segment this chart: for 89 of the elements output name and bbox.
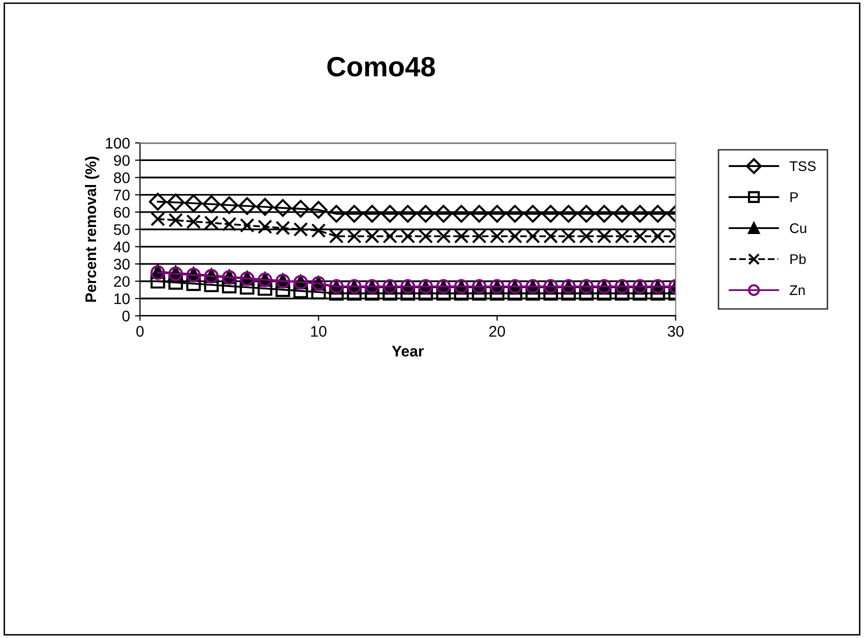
point bbox=[238, 197, 256, 215]
chart-title: Como48 bbox=[327, 56, 435, 77]
point bbox=[470, 204, 488, 223]
point bbox=[220, 196, 238, 214]
point bbox=[293, 284, 308, 298]
y-tick-label: 60 bbox=[114, 206, 130, 218]
point bbox=[204, 278, 219, 292]
point bbox=[416, 204, 435, 223]
point bbox=[204, 215, 219, 230]
point bbox=[595, 204, 614, 223]
y-tick-label: 70 bbox=[114, 190, 130, 200]
y-axis-title: Percent removal (%) bbox=[84, 156, 100, 302]
point bbox=[150, 274, 166, 289]
point bbox=[542, 204, 560, 223]
point bbox=[508, 228, 522, 244]
y-tick-label: 100 bbox=[106, 138, 130, 149]
point bbox=[240, 218, 254, 233]
point bbox=[454, 228, 469, 244]
point bbox=[579, 228, 594, 244]
point bbox=[472, 228, 487, 244]
legend-label: Pb bbox=[790, 254, 806, 264]
point bbox=[613, 204, 631, 223]
point bbox=[311, 223, 326, 238]
y-tick-label: 50 bbox=[114, 224, 130, 236]
point bbox=[256, 198, 274, 216]
point bbox=[398, 204, 417, 223]
y-tick-label: 20 bbox=[114, 276, 130, 287]
x-tick-label: 30 bbox=[668, 326, 684, 337]
point bbox=[346, 228, 362, 244]
y-tick-label: 90 bbox=[114, 155, 130, 166]
point bbox=[276, 220, 290, 236]
legend-label: Zn bbox=[790, 285, 805, 295]
point bbox=[524, 204, 542, 223]
point bbox=[382, 228, 398, 244]
y-tick-label: 10 bbox=[114, 293, 130, 304]
point bbox=[614, 228, 630, 244]
point bbox=[327, 204, 346, 223]
point bbox=[526, 228, 540, 244]
point bbox=[577, 204, 596, 223]
point bbox=[434, 204, 452, 223]
y-tick-label: 0 bbox=[122, 310, 130, 322]
point bbox=[452, 204, 470, 223]
y-tick-label: 30 bbox=[114, 258, 130, 270]
x-axis-title: Year bbox=[392, 346, 424, 357]
point bbox=[596, 228, 612, 244]
point bbox=[506, 204, 524, 223]
point bbox=[632, 228, 648, 244]
y-tick-label: 40 bbox=[114, 242, 130, 252]
legend-label: Cu bbox=[790, 223, 806, 234]
point bbox=[329, 286, 344, 301]
point bbox=[184, 194, 202, 212]
point bbox=[400, 228, 416, 244]
legend-label: P bbox=[790, 192, 798, 202]
point bbox=[258, 219, 272, 234]
x-tick-label: 20 bbox=[489, 326, 505, 337]
point bbox=[148, 192, 167, 211]
point bbox=[150, 212, 166, 226]
x-tick-label: 0 bbox=[136, 326, 144, 337]
legend-label: TSS bbox=[790, 161, 816, 172]
point bbox=[293, 222, 308, 237]
point bbox=[650, 228, 666, 244]
point bbox=[276, 282, 290, 297]
point bbox=[240, 280, 254, 295]
point bbox=[561, 228, 576, 244]
point bbox=[311, 284, 326, 300]
point bbox=[488, 204, 506, 223]
point bbox=[364, 228, 380, 244]
point bbox=[648, 204, 667, 223]
point bbox=[560, 204, 578, 223]
point bbox=[168, 275, 183, 290]
point bbox=[202, 195, 220, 214]
point bbox=[418, 228, 433, 244]
point bbox=[345, 204, 364, 223]
point bbox=[168, 212, 183, 228]
point bbox=[631, 204, 649, 223]
point bbox=[363, 204, 381, 223]
point bbox=[166, 193, 185, 212]
point bbox=[381, 204, 399, 223]
y-tick-label: 80 bbox=[114, 172, 130, 184]
point bbox=[310, 200, 328, 219]
point bbox=[186, 214, 201, 229]
point bbox=[490, 228, 504, 244]
point bbox=[292, 200, 310, 218]
point bbox=[436, 228, 451, 244]
point bbox=[543, 228, 558, 244]
point bbox=[274, 199, 292, 217]
point bbox=[222, 216, 237, 232]
x-tick-label: 10 bbox=[311, 326, 326, 337]
point bbox=[329, 228, 344, 244]
